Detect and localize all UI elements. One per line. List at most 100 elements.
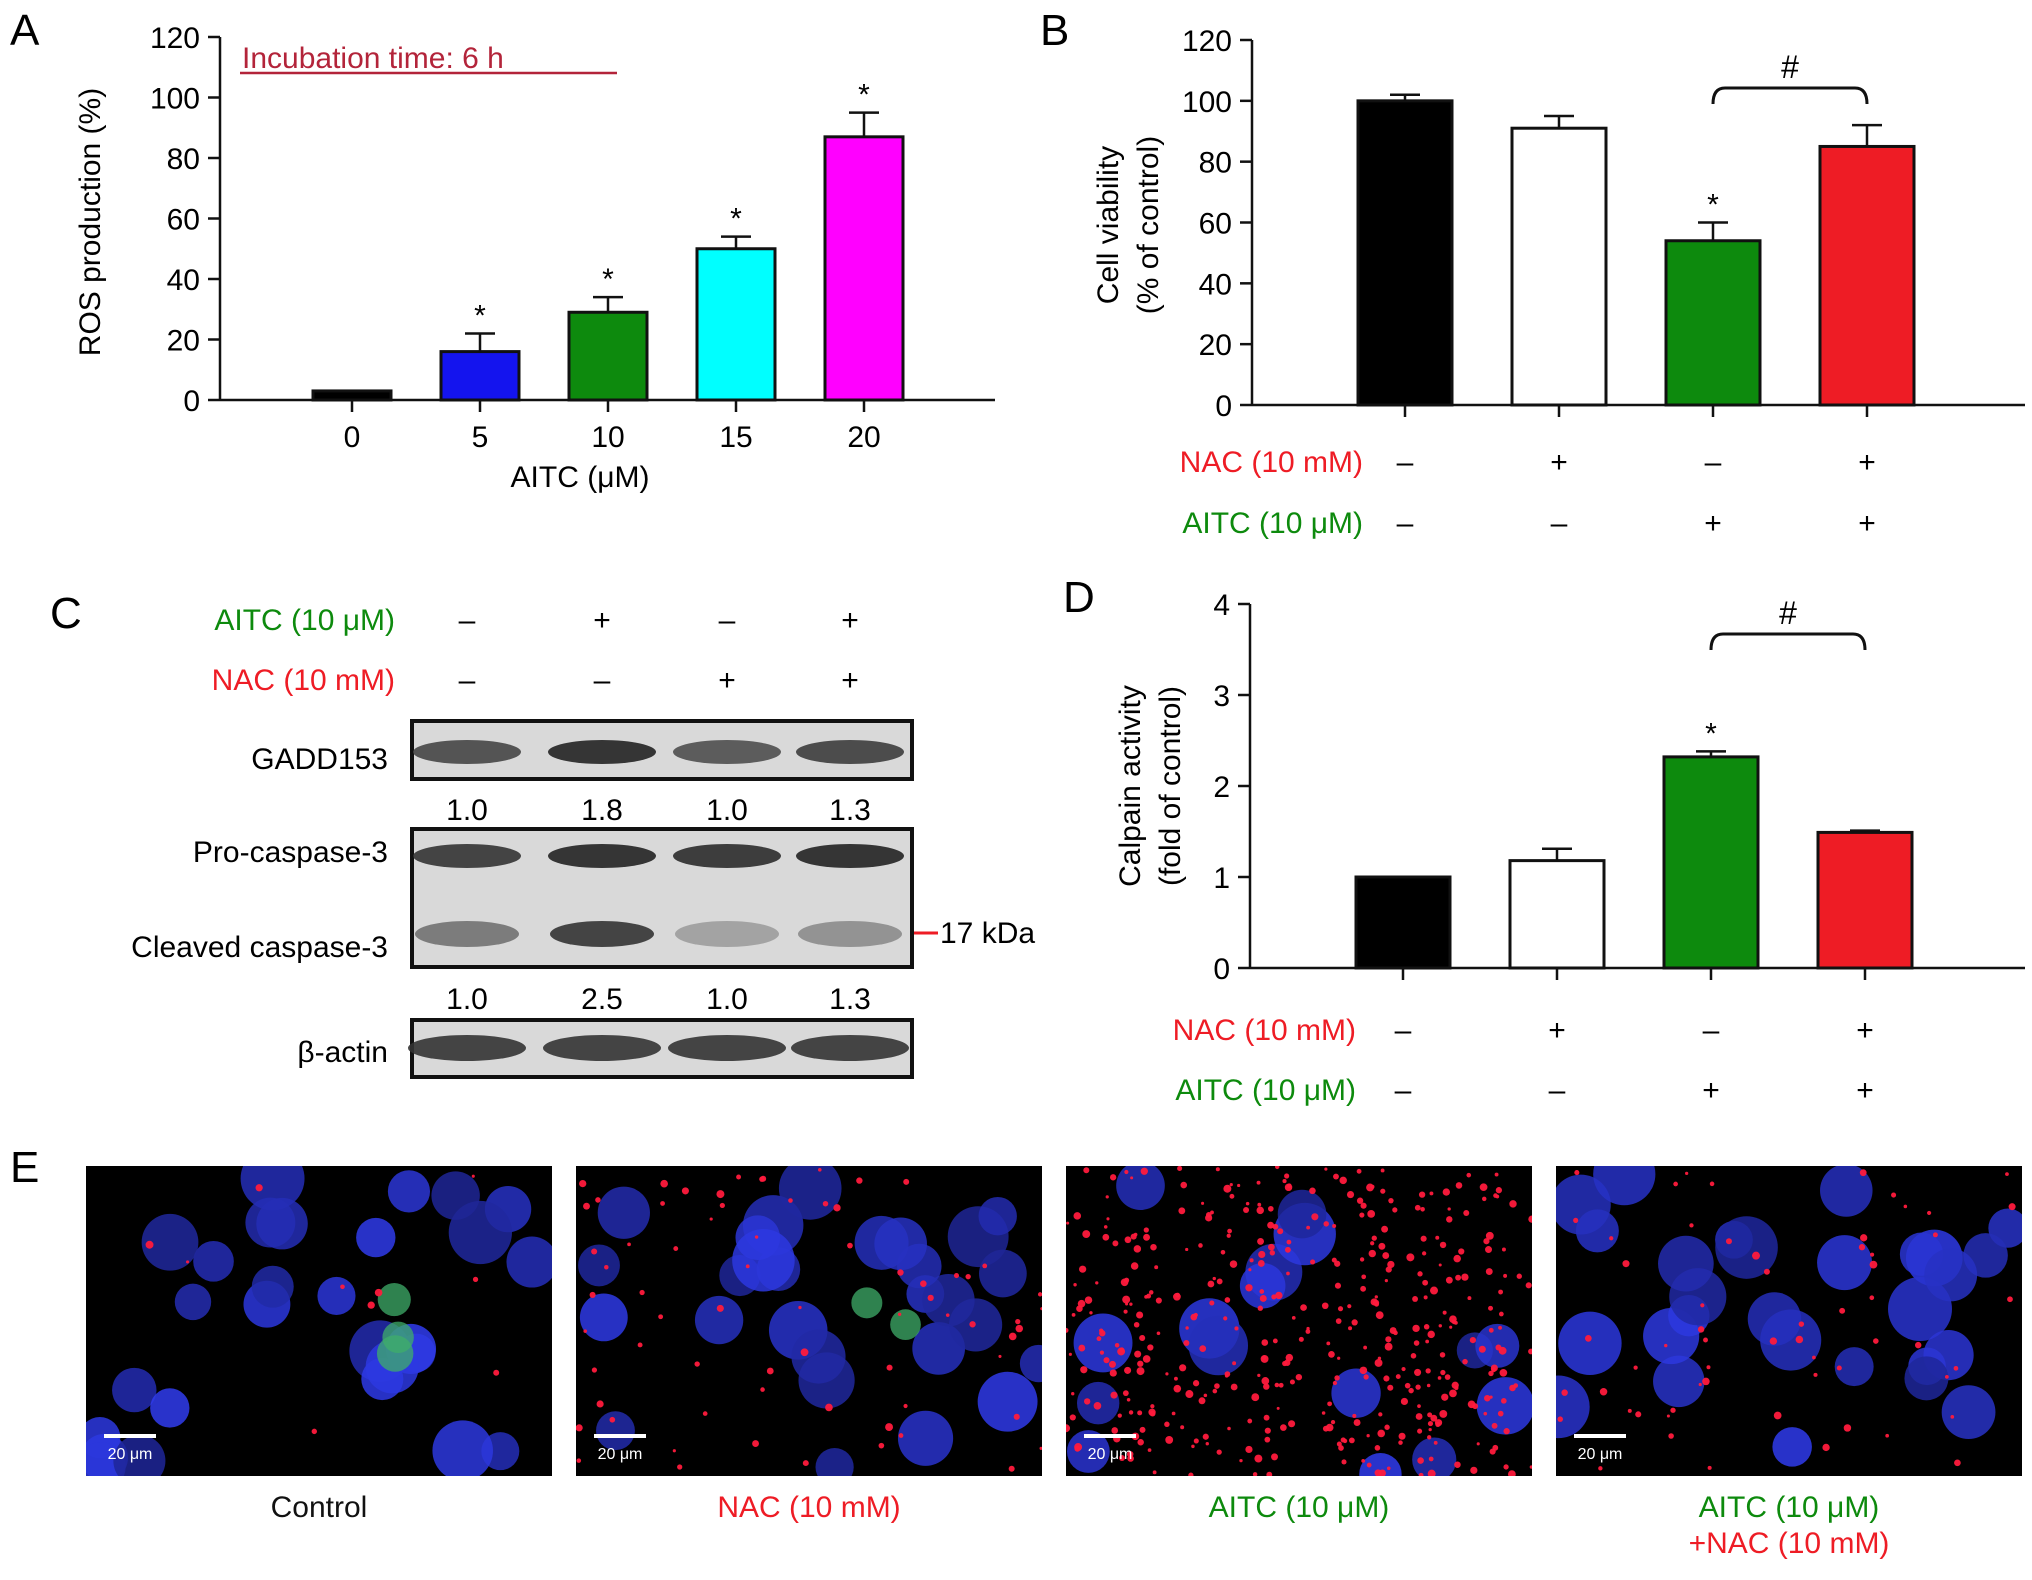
red-puncta <box>1859 1169 1867 1177</box>
red-puncta <box>1288 1420 1296 1428</box>
red-puncta <box>1395 1374 1401 1379</box>
red-puncta <box>1885 1433 1890 1438</box>
red-puncta <box>1144 1294 1148 1299</box>
red-puncta <box>1377 1356 1382 1360</box>
red-puncta <box>1425 1368 1431 1374</box>
bar <box>1510 126 1608 407</box>
red-puncta <box>1333 1173 1339 1180</box>
red-puncta <box>1275 1291 1283 1300</box>
nucleus <box>1658 1235 1714 1292</box>
red-puncta <box>673 1246 679 1252</box>
red-puncta <box>1188 1472 1194 1476</box>
nucleus <box>240 1166 305 1211</box>
red-puncta <box>1673 1181 1678 1187</box>
red-puncta <box>1185 1326 1189 1330</box>
red-puncta <box>1417 1457 1424 1464</box>
band-gadd153 <box>796 740 904 764</box>
red-puncta <box>1332 1380 1338 1386</box>
red-puncta <box>1707 1465 1712 1470</box>
red-puncta <box>1400 1397 1408 1406</box>
red-puncta <box>1378 1469 1386 1476</box>
red-puncta <box>1489 1448 1496 1455</box>
nucleus <box>732 1229 795 1292</box>
red-puncta <box>1223 1316 1228 1321</box>
marker-label: 17 kDa <box>940 917 1035 950</box>
red-puncta <box>1277 1228 1284 1235</box>
red-puncta <box>1119 1455 1126 1462</box>
red-puncta <box>1106 1217 1110 1221</box>
red-puncta <box>1491 1367 1497 1373</box>
red-puncta <box>1149 1410 1156 1417</box>
red-puncta <box>1430 1286 1439 1295</box>
red-puncta <box>1178 1207 1186 1215</box>
red-puncta <box>1478 1345 1486 1353</box>
red-puncta <box>1330 1419 1336 1425</box>
red-puncta <box>1008 1465 1015 1472</box>
red-puncta <box>1205 1212 1212 1218</box>
red-puncta <box>1498 1289 1504 1295</box>
bracket-label: # <box>1781 49 1799 85</box>
red-puncta <box>1384 1342 1393 1351</box>
red-puncta <box>1133 1321 1140 1328</box>
red-puncta <box>1361 1458 1366 1463</box>
red-puncta <box>1190 1313 1198 1321</box>
nucleus <box>1924 1248 1978 1302</box>
red-puncta <box>1360 1202 1367 1209</box>
red-puncta <box>1180 1181 1188 1189</box>
red-puncta <box>1438 1324 1442 1328</box>
nucleus <box>256 1197 308 1250</box>
red-puncta <box>1455 1182 1463 1189</box>
green-fluorescent-cell <box>851 1287 883 1319</box>
red-puncta <box>1095 1281 1099 1285</box>
red-puncta <box>1259 1295 1267 1302</box>
red-puncta <box>1451 1319 1457 1325</box>
annotation-text: Incubation time: 6 h <box>242 42 504 75</box>
red-puncta <box>1264 1436 1271 1443</box>
red-puncta <box>1247 1418 1253 1424</box>
red-puncta <box>1498 1311 1504 1317</box>
bar <box>1508 859 1606 970</box>
red-puncta <box>1498 1346 1507 1355</box>
red-puncta <box>1458 1248 1465 1255</box>
y-axis-label: ROS production (%) <box>74 88 107 356</box>
red-puncta <box>1954 1459 1961 1467</box>
red-puncta <box>1353 1419 1361 1427</box>
y-tick-label: 0 <box>1213 953 1230 986</box>
red-puncta <box>1525 1282 1532 1289</box>
nucleus <box>1412 1437 1457 1476</box>
red-puncta <box>1426 1383 1431 1388</box>
red-puncta <box>1346 1191 1355 1199</box>
red-puncta <box>920 1280 927 1287</box>
treatment-sign: + <box>1856 1074 1874 1107</box>
quant-gadd153: 1.8 <box>581 794 623 827</box>
red-puncta <box>1252 1472 1258 1476</box>
red-puncta <box>719 1202 725 1209</box>
red-puncta <box>2008 1203 2016 1211</box>
red-puncta <box>1363 1345 1368 1350</box>
y-tick-label: 80 <box>167 143 200 176</box>
red-puncta <box>1915 1341 1922 1349</box>
red-puncta <box>1417 1428 1423 1434</box>
red-puncta <box>1039 1446 1042 1450</box>
red-puncta <box>1703 1337 1708 1343</box>
band-actin <box>791 1035 909 1061</box>
red-puncta <box>1822 1443 1830 1452</box>
red-puncta <box>1953 1365 1959 1371</box>
nucleus <box>1653 1355 1705 1408</box>
red-puncta <box>1008 1332 1017 1341</box>
red-puncta <box>1069 1414 1076 1421</box>
treatment-sign: – <box>1397 446 1414 479</box>
nucleus <box>174 1283 212 1321</box>
treatment-sign: + <box>1858 507 1876 540</box>
bar <box>311 389 393 402</box>
red-puncta <box>1130 1176 1134 1180</box>
red-puncta <box>1191 1444 1195 1449</box>
red-puncta <box>1198 1397 1206 1405</box>
red-puncta <box>1421 1251 1427 1256</box>
red-puncta <box>1073 1283 1077 1287</box>
red-puncta <box>1417 1271 1423 1277</box>
red-puncta <box>1251 1393 1260 1402</box>
red-puncta <box>1212 1388 1218 1394</box>
micrograph-caption-nac: NAC (10 mM) <box>576 1490 1042 1526</box>
red-puncta <box>1108 1360 1116 1368</box>
